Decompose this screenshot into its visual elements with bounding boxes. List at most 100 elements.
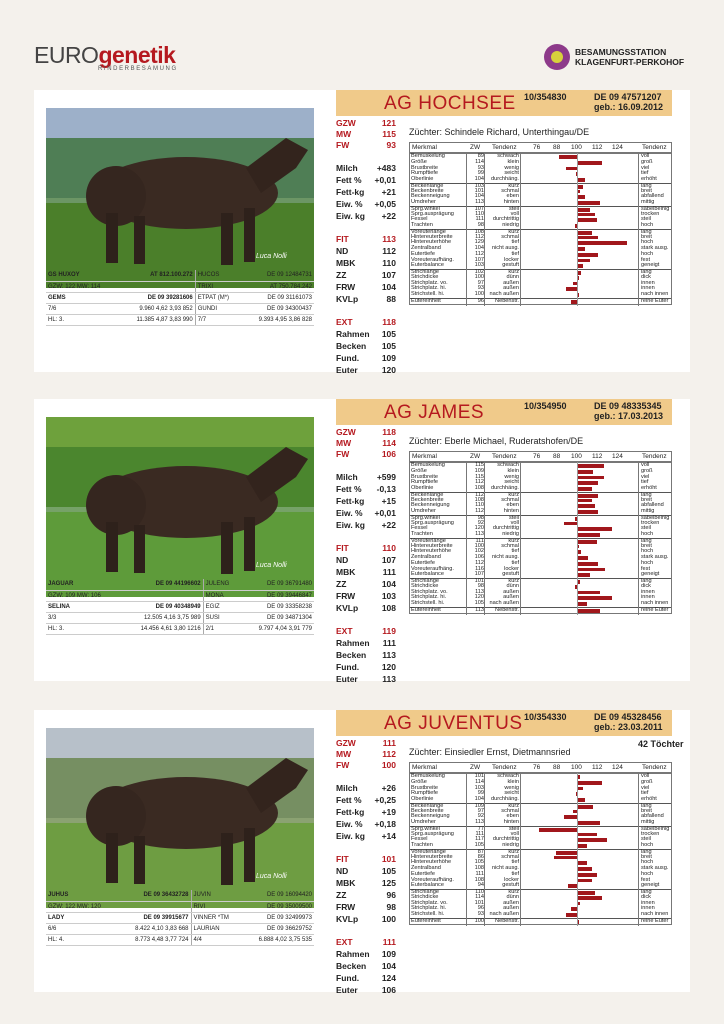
breeding-value-row: Euter 120 bbox=[336, 365, 396, 375]
de-number: DE 09 45328456 bbox=[594, 712, 662, 722]
trait-row: Sprg.winkel 98 steil säbelbeinig bbox=[410, 514, 671, 521]
breeding-value-row: Becken 104 bbox=[336, 961, 396, 971]
breeding-value-row: Eiw. % +0,01 bbox=[336, 508, 396, 518]
trait-row: Strichplatz. hi. 93 außen innen bbox=[411, 285, 655, 292]
reg-number: 10/354330 bbox=[524, 712, 567, 722]
trait-row: Hintereuterhöhe 105 tief hoch bbox=[411, 859, 654, 866]
trait-bar bbox=[578, 895, 602, 900]
photo-credit: Luca Nolli bbox=[256, 253, 287, 260]
breeding-value-row: Milch +26 bbox=[336, 783, 396, 793]
station-logo: BESAMUNGSSTATION KLAGENFURT-PERKOHOF bbox=[544, 44, 684, 70]
trait-row: Beckenneigung 110 eben abfallend bbox=[411, 502, 664, 509]
trait-bar bbox=[567, 884, 578, 889]
breeding-value-row: Fett-kg +21 bbox=[336, 187, 396, 197]
breeding-value-row: FIT 110 bbox=[336, 543, 396, 553]
bull-card: Luca Nolli JUHUS DE 09 36432728 JUVIN DE… bbox=[34, 710, 690, 995]
trait-row: Eutertiefe 112 tief hoch bbox=[411, 559, 654, 566]
trait-row: Trachten 98 niedrig hoch bbox=[411, 222, 654, 228]
trait-row: Trachten 105 niedrig hoch bbox=[411, 842, 654, 848]
breeding-value-row: Rahmen 105 bbox=[336, 329, 396, 339]
trait-bar bbox=[578, 241, 628, 246]
trait-row: Größe 114 klein groß bbox=[411, 778, 653, 785]
trait-bar bbox=[578, 573, 590, 578]
trait-bar bbox=[578, 580, 580, 584]
breeding-value-row: Becken 113 bbox=[336, 650, 396, 660]
trait-bar bbox=[578, 469, 594, 474]
trait-bar bbox=[578, 844, 587, 848]
breeding-value-row: Fett % +0,25 bbox=[336, 795, 396, 805]
trait-row: Hintereuterhöhe 102 tief hoch bbox=[411, 548, 654, 555]
birth-date: geb.: 16.09.2012 bbox=[594, 102, 664, 112]
pedigree-row: SELINA DE 09 40348949 EGIZ DE 09 3335823… bbox=[46, 601, 314, 613]
breeding-value-row: Milch +483 bbox=[336, 163, 396, 173]
trait-bar bbox=[578, 838, 607, 843]
pedigree-row: JAGUAR DE 09 44196602 JULENG DE 09 36791… bbox=[46, 579, 314, 591]
trait-bar bbox=[578, 544, 579, 549]
trait-row: Oberlinie 104 durchhäng. erhöht bbox=[411, 176, 657, 182]
breeder: Züchter: Eberle Michael, Ruderatshofen/D… bbox=[409, 436, 584, 446]
trait-row: Voreuterlänge 87 kurz lang bbox=[410, 848, 671, 855]
bull-title-bar: AG JAMES 10/354950 DE 09 48335345 geb.: … bbox=[336, 399, 672, 425]
trait-row: Oberlinie 104 durchhäng. erhöht bbox=[411, 796, 657, 802]
breeding-value-row: Fund. 109 bbox=[336, 353, 396, 363]
trait-bar bbox=[578, 527, 612, 532]
trait-row: Brustbreite 115 wenig viel bbox=[411, 473, 650, 480]
pedigree-row: 7/6 9.960 4,62 3,93 852 GUNDI DE 09 3430… bbox=[46, 303, 314, 315]
trait-bar bbox=[578, 184, 584, 189]
trait-bar bbox=[574, 516, 578, 521]
breeding-value-row: Fund. 124 bbox=[336, 973, 396, 983]
breeding-value-row: GZW 111 bbox=[336, 738, 396, 748]
trait-row: Beckenlänge 109 kurz lang bbox=[410, 802, 671, 809]
trait-bar bbox=[571, 299, 578, 304]
trait-row: Bemuskelung 115 schwach voll bbox=[411, 462, 650, 468]
bull-name: AG JAMES bbox=[384, 402, 485, 423]
trait-bar bbox=[554, 855, 578, 860]
breeding-value-row: Rahmen 109 bbox=[336, 949, 396, 959]
trait-row: Strichplatz. vo. 97 außen innen bbox=[411, 279, 655, 286]
trait-bar bbox=[578, 293, 579, 297]
trait-row: Größe 114 klein groß bbox=[411, 158, 653, 165]
trait-bar bbox=[578, 780, 602, 785]
trait-bar bbox=[578, 464, 604, 468]
pedigree-row: HL: 3. 11.385 4,87 3,83 990 7/7 9.393 4,… bbox=[46, 314, 314, 326]
breeding-value-row: Fett % +0,01 bbox=[336, 175, 396, 185]
breeding-value-row: FIT 101 bbox=[336, 854, 396, 864]
breeding-value-row: MW 115 bbox=[336, 129, 396, 139]
breeding-value-row: ZZ 104 bbox=[336, 579, 396, 589]
breeding-value-row: Becken 105 bbox=[336, 341, 396, 351]
trait-bar bbox=[578, 487, 592, 491]
trait-row: Umdreher 112 hinten mittig bbox=[411, 508, 655, 514]
trait-bar bbox=[578, 867, 592, 871]
trait-bar bbox=[578, 832, 597, 837]
trait-bar bbox=[578, 207, 590, 212]
trait-row: Beckenbreite 101 schmal breit bbox=[411, 187, 652, 194]
breeding-value-row: Euter 113 bbox=[336, 674, 396, 684]
breeding-value-row: Fett % -0,13 bbox=[336, 484, 396, 494]
trait-bar bbox=[578, 798, 585, 802]
reg-number: 10/354950 bbox=[524, 401, 567, 411]
station-emblem-icon bbox=[544, 44, 570, 70]
linear-header: Merkmal ZW Tendenz 76 88 100 112 124 Ten… bbox=[409, 762, 672, 773]
trait-bar bbox=[578, 878, 592, 883]
trait-row: Strichdicke 98 dünn dick bbox=[411, 582, 651, 589]
trait-bar bbox=[574, 584, 578, 589]
breeding-value-row: FIT 113 bbox=[336, 234, 396, 244]
breeding-value-row: ZZ 107 bbox=[336, 270, 396, 280]
breeding-value-row: FRW 98 bbox=[336, 902, 396, 912]
trait-bar bbox=[538, 827, 578, 832]
trait-row: Voreuteraufhäng. 116 locker fest bbox=[411, 565, 651, 572]
pedigree-row: 3/3 12.505 4,16 3,75 989 SUSI DE 09 3487… bbox=[46, 612, 314, 624]
trait-bar bbox=[578, 556, 589, 560]
trait-bar bbox=[578, 608, 601, 613]
pedigree-table: JAGUAR DE 09 44196602 JULENG DE 09 36791… bbox=[46, 579, 314, 635]
pedigree-row: JUHUS DE 09 36432728 JUVIN DE 09 1609442… bbox=[46, 890, 314, 902]
trait-bar bbox=[578, 891, 595, 895]
trait-row: Eutertiefe 112 tief hoch bbox=[411, 250, 654, 257]
trait-row: Euterbalance 94 gestuft geneigt bbox=[411, 882, 660, 889]
trait-bar bbox=[578, 189, 580, 194]
trait-row: Bemuskelung 101 schwach voll bbox=[411, 773, 650, 779]
breeding-value-row: Eiw. % +0,05 bbox=[336, 199, 396, 209]
trait-bar bbox=[578, 804, 594, 809]
trait-bar bbox=[578, 212, 595, 217]
trait-bar bbox=[578, 901, 580, 906]
